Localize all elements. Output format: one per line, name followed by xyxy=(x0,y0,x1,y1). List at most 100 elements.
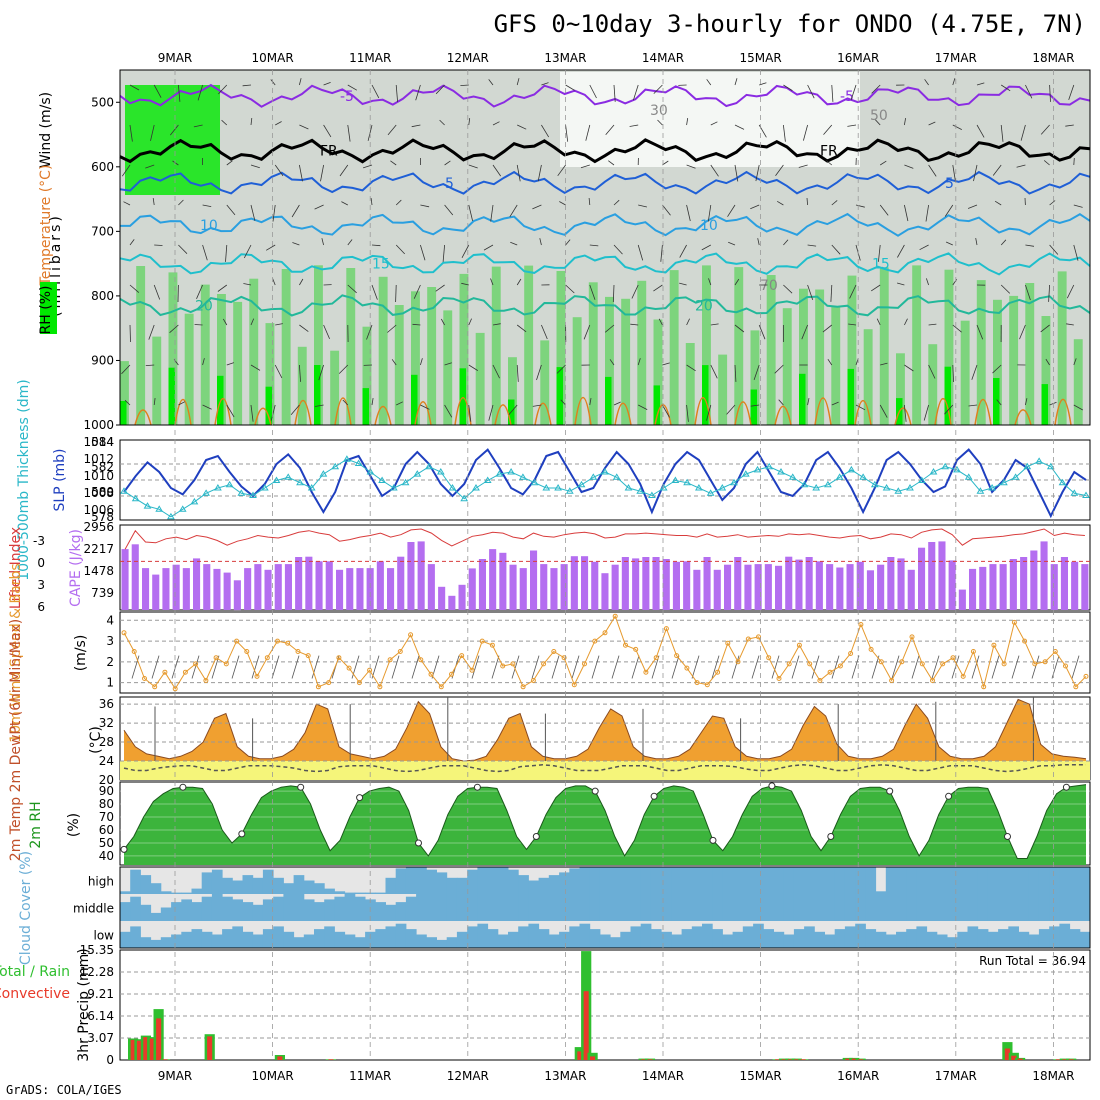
cloud-cell xyxy=(416,894,427,921)
wind-barb xyxy=(855,404,866,411)
cape-tick: 1478 xyxy=(83,564,114,578)
cape-bar xyxy=(979,566,987,610)
cloud-cell xyxy=(773,894,785,921)
cloud-cell xyxy=(916,926,928,948)
wind-speed-point xyxy=(643,669,649,675)
wind-barb xyxy=(871,84,881,94)
left-tick: 584 xyxy=(91,435,114,449)
cloud-cell xyxy=(681,894,693,921)
wind-barb xyxy=(1000,124,1004,142)
cloud-cell xyxy=(559,931,570,948)
precip-convective-bar xyxy=(1068,1059,1074,1060)
wind-speed-point xyxy=(909,634,915,640)
wind-barb xyxy=(153,398,156,406)
cloud-cell xyxy=(375,929,386,948)
wind-barb xyxy=(827,358,833,366)
legend-total-rain: Total / Rain xyxy=(0,964,70,980)
wind-barb xyxy=(823,124,833,135)
cloud-cell xyxy=(252,877,264,894)
wind-barb xyxy=(783,124,786,142)
wind-barb xyxy=(222,318,228,326)
wind-barb xyxy=(967,204,978,209)
wind-speed-point xyxy=(807,661,813,667)
cloud-cell xyxy=(610,894,621,921)
wind-speed-point xyxy=(213,655,219,661)
wind-barb xyxy=(1073,404,1083,411)
date-label-bottom: 17MAR xyxy=(935,1069,977,1083)
cloud-cell xyxy=(671,867,683,894)
rh-column-bright xyxy=(799,373,806,425)
wind-barb xyxy=(878,244,881,262)
wind-barb xyxy=(952,324,962,333)
cloud-cell xyxy=(1069,894,1081,921)
thickness-marker xyxy=(894,487,903,494)
thickness-marker xyxy=(331,462,340,470)
surface-barb xyxy=(251,655,260,679)
wind-barb xyxy=(541,124,550,138)
rh-column xyxy=(863,329,873,425)
cloud-cell xyxy=(150,912,162,921)
thickness-marker xyxy=(378,476,386,483)
cloud-cell xyxy=(569,926,580,948)
rh-column-bright xyxy=(411,374,418,425)
wind-barb xyxy=(658,318,663,326)
cape-bar xyxy=(121,549,129,610)
wind-barb xyxy=(822,324,833,333)
wind-barb xyxy=(202,204,212,207)
wind-barb xyxy=(243,283,252,286)
isotherm-label: FR xyxy=(820,144,838,160)
wind-barb xyxy=(876,318,881,326)
surface-barb xyxy=(711,655,720,679)
surface-barb xyxy=(631,655,640,679)
cape-bar xyxy=(938,541,946,610)
cloud-cell xyxy=(712,894,723,921)
wind-barb xyxy=(367,124,373,141)
thickness-marker xyxy=(167,512,175,520)
thickness-marker xyxy=(636,487,645,494)
cape-bar xyxy=(448,595,456,610)
cloud-cell xyxy=(906,894,917,921)
date-label-bottom: 12MAR xyxy=(447,1069,489,1083)
wind-barb xyxy=(314,204,324,210)
wind-barb xyxy=(710,323,719,326)
wind-barb xyxy=(265,244,276,251)
wind-barb xyxy=(468,364,479,371)
cloud-cell xyxy=(926,894,938,921)
cloud-cell xyxy=(252,904,264,921)
wind-barb xyxy=(847,124,857,127)
isotherm-25 xyxy=(854,400,872,426)
cloud-cell xyxy=(395,923,407,948)
panel-cape: 2956 2217 1478 739 -3 0 3 6 Lifted Index CAPE (J/… xyxy=(8,520,1091,614)
cloud-cell xyxy=(579,923,591,948)
rh-column-bright xyxy=(605,376,612,425)
cloud-cell xyxy=(1038,929,1050,948)
cloud-cell xyxy=(140,937,152,948)
rh-column xyxy=(847,275,857,425)
thickness-marker xyxy=(272,476,281,483)
thickness-marker xyxy=(706,489,715,496)
rh-label: 2m RH xyxy=(28,801,44,848)
cloud-cell xyxy=(650,867,662,894)
wind-speed-point xyxy=(234,638,240,644)
cloud-cell xyxy=(814,894,825,921)
surface-barb xyxy=(371,655,380,679)
wind-barb xyxy=(517,124,527,130)
cloud-cell xyxy=(487,867,499,894)
wind-speed-point xyxy=(459,653,465,659)
cloud-cell xyxy=(538,929,550,948)
precip-convective-bar xyxy=(207,1036,213,1060)
thickness-marker xyxy=(835,473,844,480)
rh-column xyxy=(184,313,194,425)
rh-column xyxy=(249,278,259,425)
wind-barb xyxy=(516,78,520,86)
rh-column xyxy=(896,353,905,425)
cloud-cell xyxy=(1079,894,1091,921)
cape-label: CAPE (J/kg) xyxy=(68,529,84,607)
wind-speed-point xyxy=(469,667,475,673)
cape-bar xyxy=(907,569,915,610)
rh-point xyxy=(415,839,422,847)
slp-label: SLP (mb) xyxy=(52,448,68,511)
rh-column xyxy=(233,301,243,425)
date-label-top: 16MAR xyxy=(837,51,879,65)
thickness-marker xyxy=(554,484,562,491)
